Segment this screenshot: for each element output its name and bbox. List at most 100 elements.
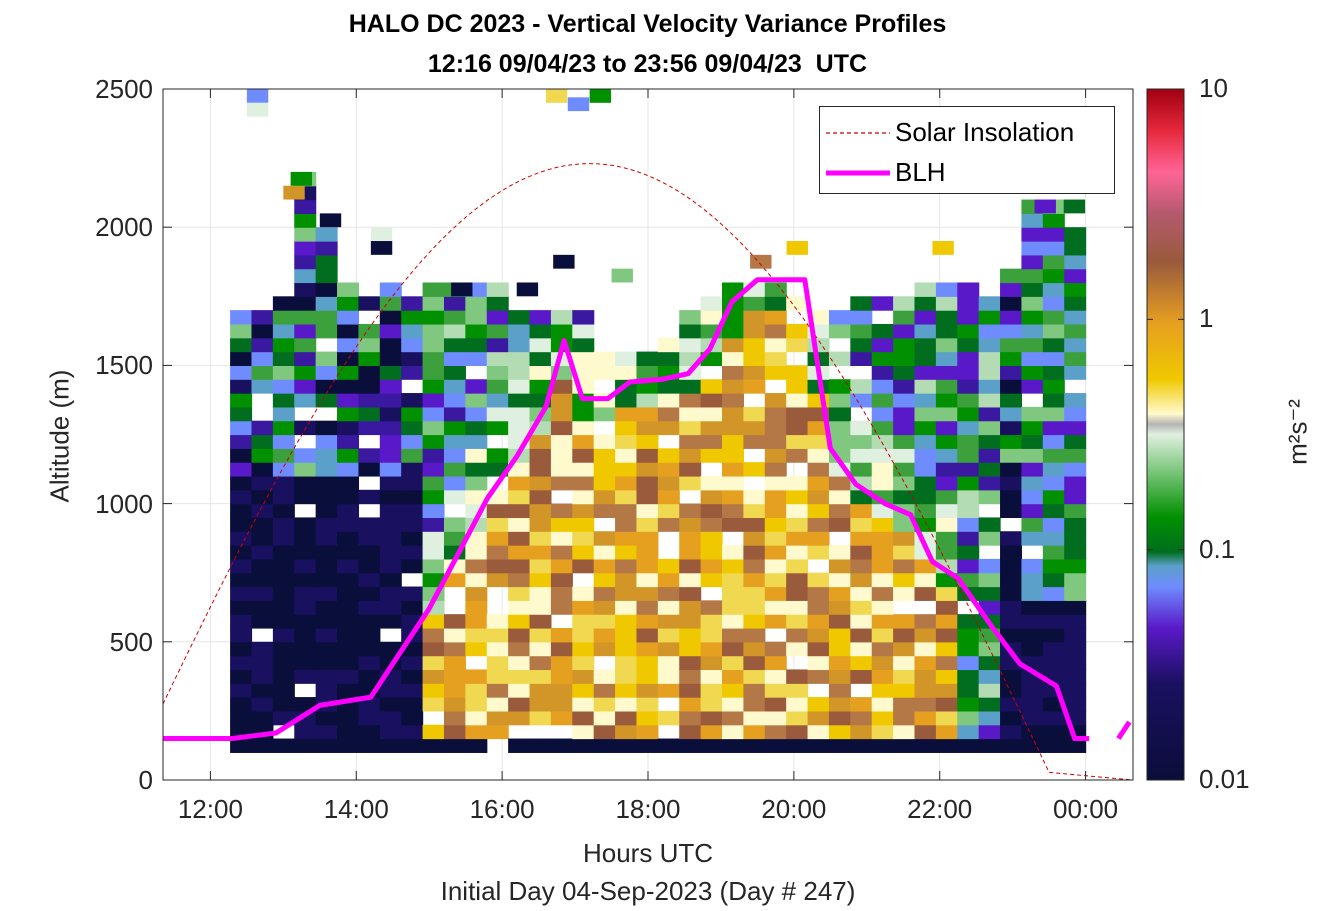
heatmap-cell [251,710,274,726]
x-tick-label: 00:00 [1053,794,1119,824]
heatmap-cell [1021,475,1044,491]
heatmap-cell [700,420,723,436]
heatmap-cell [679,586,702,601]
heatmap-cell [978,351,1001,366]
heatmap-cell [230,710,253,726]
heatmap-cell [486,627,509,643]
heatmap-cell [315,503,338,519]
heatmap-cell [294,697,317,712]
heatmap-cell [401,558,424,574]
heatmap-cell [828,489,851,505]
heatmap-cell [443,738,466,753]
heatmap-cell [443,434,466,449]
heatmap-cell [529,503,552,519]
heatmap-cell [1000,282,1023,297]
heatmap-cell [914,420,937,436]
heatmap-cell [593,738,616,753]
heatmap-cell [932,241,954,255]
heatmap-cell [508,655,531,671]
y-tick-label: 2000 [95,212,153,243]
heatmap-cell [679,475,702,491]
heatmap-cell [1042,448,1065,463]
heatmap-cell [636,710,659,726]
heatmap-cell [1064,641,1087,657]
heatmap-cell [1000,365,1023,380]
heatmap-cell [230,655,253,671]
heatmap-cell [272,738,295,753]
heatmap-cell [1042,323,1065,339]
heatmap-cell [657,517,680,532]
heatmap-cell [786,600,809,615]
heatmap-cell [589,89,612,103]
heatmap-cell [1064,323,1087,339]
heatmap-cell [251,683,274,698]
heatmap-cell [465,337,488,353]
heatmap-cell [636,351,659,366]
heatmap-cell [401,531,424,546]
heatmap-cell [893,586,916,601]
heatmap-cell [337,545,360,560]
heatmap-cell [230,586,253,601]
heatmap-cell [957,434,980,449]
heatmap-cell [337,406,360,422]
heatmap-cell [572,641,595,657]
colorbar [1146,88,1185,781]
heatmap-cell [529,586,552,601]
heatmap-cell [700,475,723,491]
heatmap-cell [465,572,488,588]
heatmap-cell [294,489,317,505]
heatmap-cell [957,420,980,436]
heatmap-cell [572,475,595,491]
heatmap-cell [636,683,659,698]
heatmap-cell [935,448,958,463]
heatmap-cell [657,669,680,684]
heatmap-cell [743,614,766,629]
heatmap-cell [828,406,851,422]
heatmap-cell [294,323,317,339]
heatmap-cell [315,379,338,394]
heatmap-cell [657,448,680,463]
heatmap-cell [615,393,638,408]
heatmap-cell [828,558,851,574]
heatmap-cell [764,503,787,519]
heatmap-cell [550,393,573,408]
heatmap-cell [422,697,445,712]
heatmap-cell [978,724,1001,740]
heatmap-cell [1021,420,1044,436]
heatmap-cell [337,282,360,297]
heatmap-cell [679,406,702,422]
heatmap-cell [828,572,851,588]
heatmap-cell [508,503,531,519]
heatmap-cell [743,434,766,449]
heatmap-cell [358,586,381,601]
heatmap-cell [465,351,488,366]
heatmap-cell [1042,406,1065,422]
heatmap-cell [550,545,573,560]
heatmap-cell [593,545,616,560]
heatmap-cell [337,475,360,491]
heatmap-cell [401,489,424,505]
heatmap-cell [611,268,633,283]
heatmap-cell [358,337,381,353]
heatmap-cell [957,710,980,726]
heatmap-cell [850,738,873,753]
heatmap-cell [957,406,980,422]
heatmap-cell [935,545,958,560]
heatmap-cell [422,406,445,422]
heatmap-cell [315,572,338,588]
heatmap-cell [764,600,787,615]
heatmap-cell [743,517,766,532]
heatmap-cell [978,710,1001,726]
heatmap-cell [550,600,573,615]
heatmap-cell [379,282,402,297]
heatmap-cell [636,614,659,629]
heatmap-cell [443,531,466,546]
heatmap-cell [957,627,980,643]
heatmap-cell [828,697,851,712]
x-axis-label: Hours UTC [582,838,713,868]
heatmap-cell [1064,448,1087,463]
heatmap-cell [443,697,466,712]
heatmap-cell [465,627,488,643]
heatmap-cell [679,558,702,574]
heatmap-cell [764,323,787,339]
